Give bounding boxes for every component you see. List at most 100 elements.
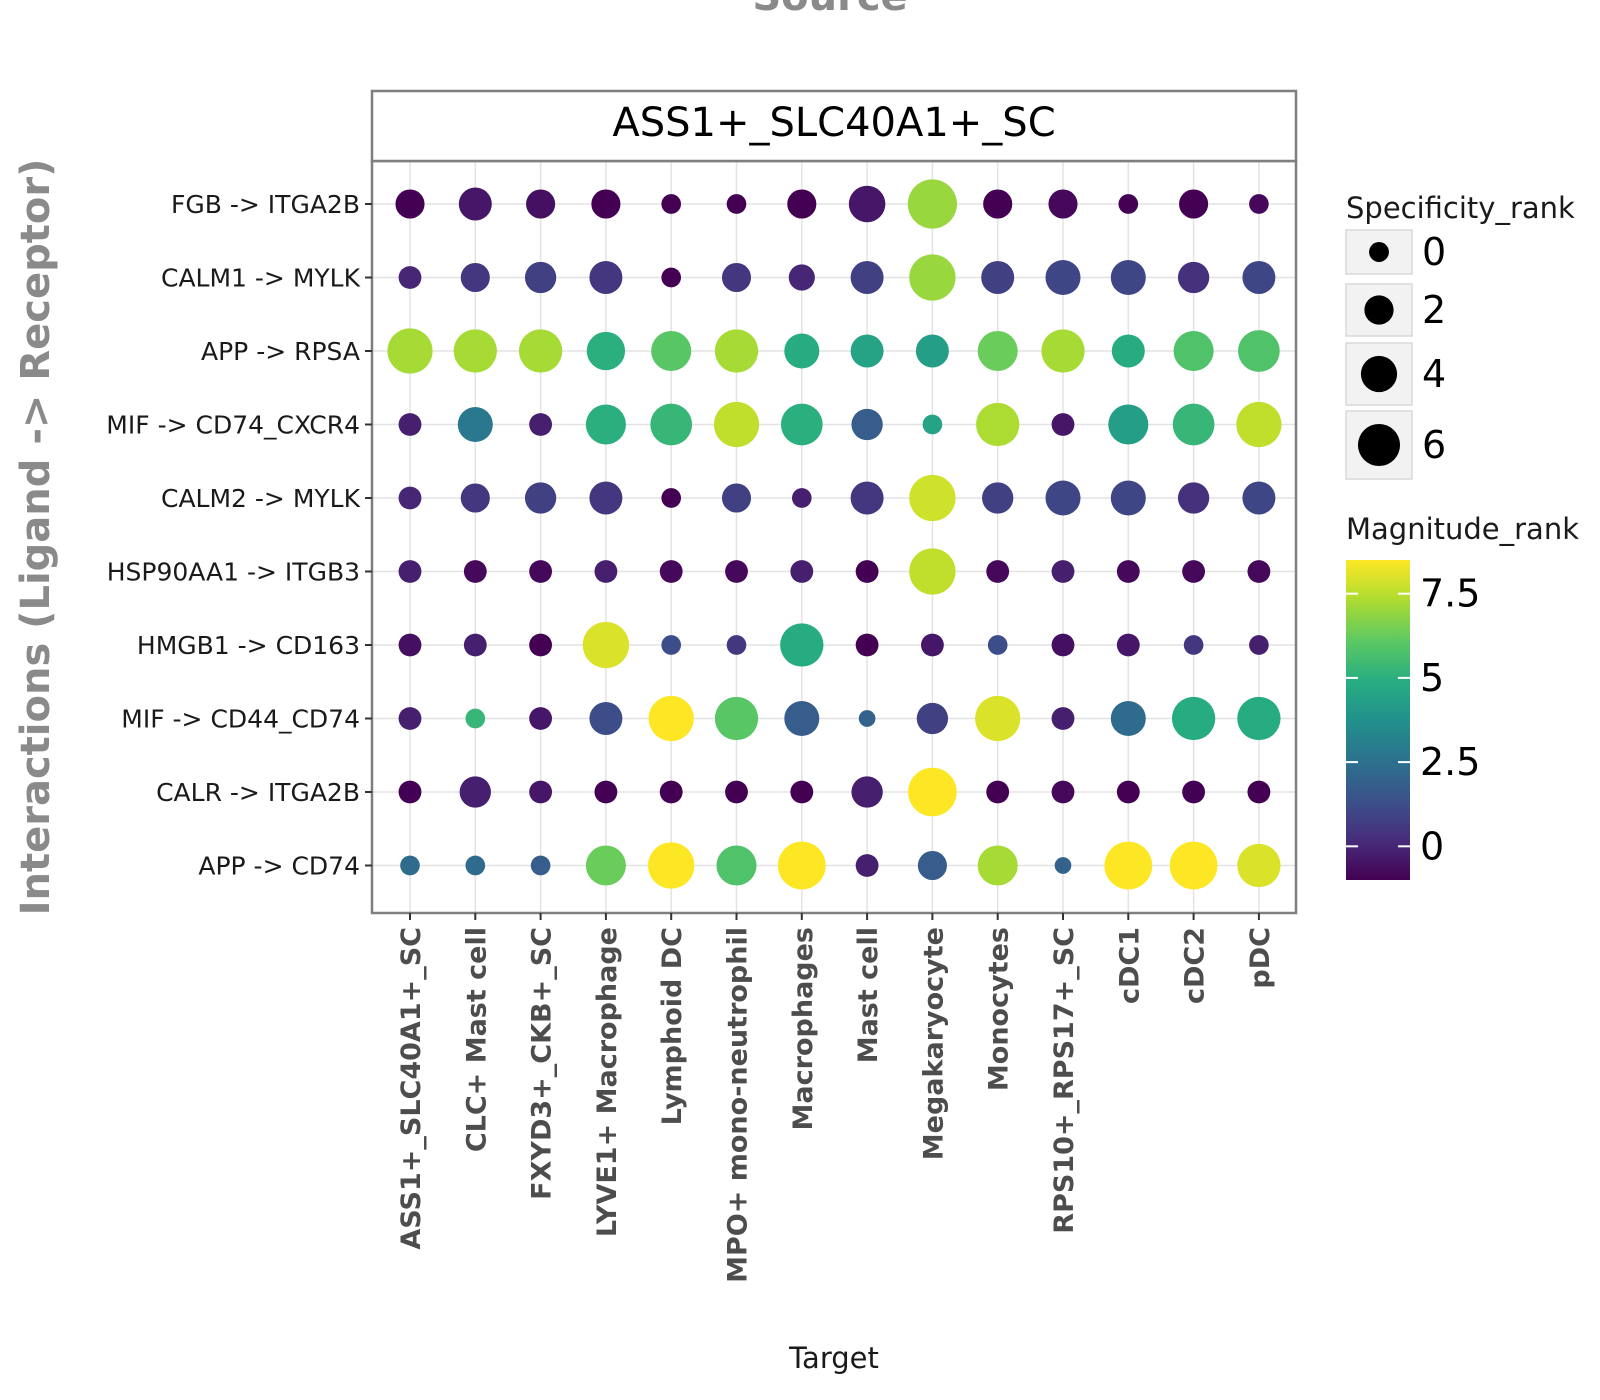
data-point	[784, 333, 820, 369]
x-axis-ticks: ASS1+_SLC40A1+_SC CLC+ Mast cell FXYD3+_CK…	[396, 913, 1276, 1283]
data-point	[848, 185, 886, 223]
data-point	[851, 776, 883, 808]
data-point	[529, 560, 553, 583]
data-point	[726, 194, 747, 214]
data-point	[915, 334, 949, 368]
data-point	[398, 266, 422, 289]
colorbar-tick-label: 2.5	[1420, 740, 1480, 784]
data-point	[1179, 189, 1209, 219]
data-point	[1051, 560, 1075, 583]
data-point	[524, 482, 557, 514]
data-point	[725, 780, 748, 804]
size-legend-label: 4	[1422, 352, 1446, 396]
data-point	[648, 842, 695, 889]
data-point	[1237, 843, 1281, 888]
colorbar-tick-label: 5	[1420, 656, 1444, 700]
data-point	[982, 482, 1014, 514]
data-point	[460, 262, 490, 293]
y-tick-label: CALM2 -> MYLK	[161, 484, 361, 513]
data-point	[909, 254, 956, 301]
data-point	[526, 189, 556, 219]
data-point	[1238, 330, 1280, 372]
data-point	[661, 267, 682, 288]
data-point	[1108, 404, 1149, 445]
data-point	[594, 780, 618, 804]
data-point	[589, 701, 623, 736]
data-point	[585, 845, 626, 886]
data-point	[851, 408, 883, 441]
facet-strip-box	[370, 89, 1298, 163]
data-point	[909, 548, 956, 595]
x-tick-label: RPS10+_RPS17+_SC	[1049, 927, 1080, 1234]
data-point	[582, 621, 630, 669]
size-legend: Specificity_rank 0 2 4 6	[1345, 191, 1575, 480]
data-points	[387, 179, 1282, 890]
data-point	[529, 707, 553, 730]
data-point	[1249, 635, 1269, 655]
data-point	[855, 633, 879, 657]
data-point	[398, 707, 422, 730]
y-tick-label: MIF -> CD74_CXCR4	[106, 411, 360, 440]
x-tick-label: Lymphoid DC	[657, 927, 688, 1125]
data-point	[395, 189, 425, 219]
y-tick-label: APP -> RPSA	[201, 337, 360, 366]
data-point	[721, 262, 752, 293]
data-point	[1177, 482, 1210, 514]
size-legend-label: 0	[1422, 230, 1446, 274]
plot-panel	[370, 159, 1298, 915]
data-point	[908, 767, 957, 817]
data-point	[585, 404, 626, 445]
size-legend-dot	[1360, 355, 1398, 393]
y-tick-label: MIF -> CD44_CD74	[121, 705, 360, 734]
data-point	[1242, 481, 1276, 515]
data-point	[788, 264, 815, 291]
data-point	[1177, 261, 1210, 294]
data-point	[650, 403, 693, 446]
data-point	[458, 187, 492, 221]
y-tick-label: FGB -> ITGA2B	[171, 190, 360, 219]
y-tick-label: HSP90AA1 -> ITGB3	[107, 558, 360, 587]
data-point	[917, 850, 947, 881]
data-point	[1249, 194, 1269, 214]
data-point	[589, 260, 623, 295]
data-point	[1110, 259, 1146, 296]
data-point	[463, 633, 487, 657]
size-legend-label: 6	[1422, 423, 1446, 467]
data-point	[1182, 780, 1206, 804]
y-tick-label: HMGB1 -> CD163	[137, 631, 360, 660]
data-point	[398, 780, 422, 804]
size-legend-items: 0 2 4 6	[1345, 229, 1446, 480]
data-point	[784, 700, 820, 737]
y-tick-label: CALM1 -> MYLK	[161, 264, 361, 293]
data-point	[659, 560, 683, 583]
data-point	[661, 488, 682, 508]
data-point	[726, 635, 747, 655]
data-point	[1247, 780, 1271, 804]
data-point	[1247, 560, 1271, 583]
data-point	[850, 334, 884, 368]
data-point	[1171, 696, 1216, 741]
data-point	[398, 560, 422, 583]
data-point	[986, 560, 1010, 583]
data-point	[1045, 259, 1081, 296]
data-point	[459, 776, 491, 808]
data-point	[909, 474, 956, 522]
y-tick-label: APP -> CD74	[198, 852, 360, 881]
data-point	[922, 414, 943, 435]
data-point	[1111, 334, 1145, 368]
data-point	[1116, 560, 1140, 583]
data-point	[714, 329, 759, 373]
x-tick-label: Monocytes	[984, 927, 1015, 1091]
colorbar-ticks: 0 2.5 5 7.5	[1346, 572, 1480, 868]
data-point	[529, 780, 553, 804]
size-legend-title: Specificity_rank	[1346, 191, 1575, 225]
data-point	[589, 481, 623, 515]
data-point	[1051, 413, 1075, 436]
x-tick-label: MPO+ mono-neutrophil	[723, 927, 754, 1283]
data-point	[524, 261, 557, 294]
data-point	[661, 635, 682, 655]
data-point	[530, 855, 551, 876]
facet-strip: ASS1+_SLC40A1+_SC	[370, 89, 1298, 163]
data-point	[787, 189, 817, 219]
